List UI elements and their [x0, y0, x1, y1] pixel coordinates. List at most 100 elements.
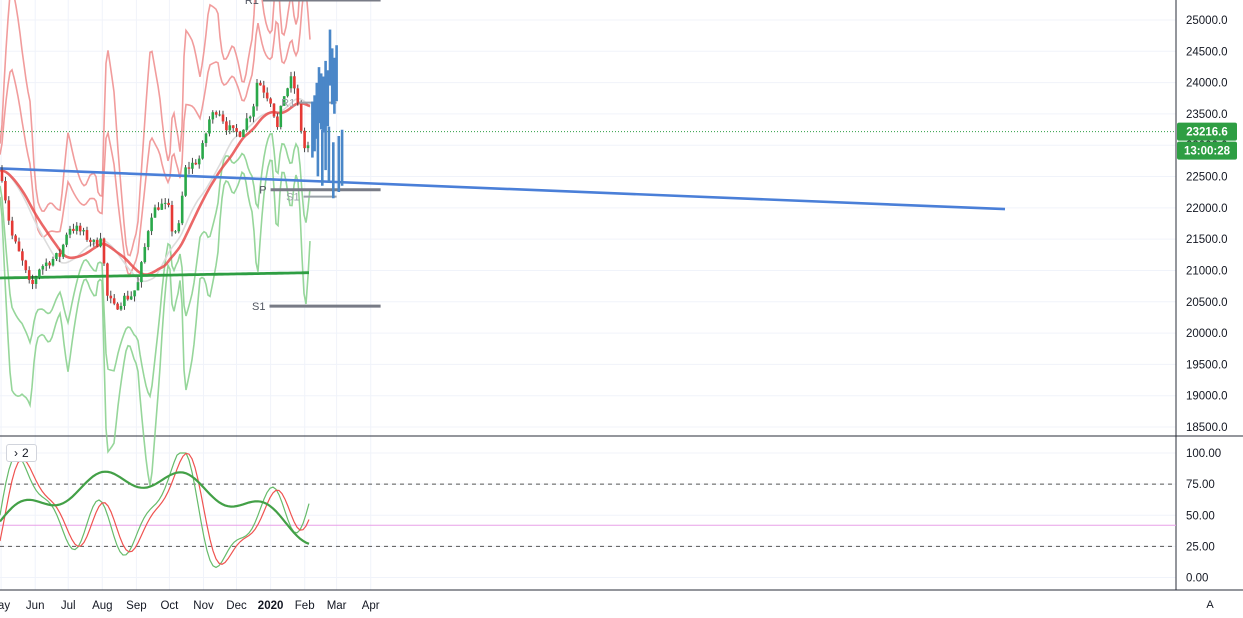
candle-body: [24, 260, 28, 271]
last-price-badge: [1177, 122, 1237, 141]
time-tick-label: 2020: [258, 600, 284, 612]
price-tick-label: 22500.0: [1186, 172, 1228, 184]
lower-band-outer: [0, 159, 311, 486]
candle-body: [109, 295, 113, 299]
candle-body: [221, 114, 225, 122]
oscillator-d-line: [0, 452, 310, 565]
pivot-label-p: P: [259, 185, 266, 197]
candle-body: [248, 116, 252, 119]
auto-scale-button[interactable]: A: [1206, 599, 1214, 611]
lower-band-inner: [0, 132, 311, 399]
price-tick-label: 19000.0: [1186, 391, 1228, 403]
price-tick-label: 19500.0: [1186, 359, 1228, 371]
candle-body: [119, 305, 123, 310]
price-axis: 25000.024500.024000.023500.023000.022500…: [1186, 15, 1228, 585]
candle-body: [133, 290, 136, 297]
price-tick-label: 21500.0: [1186, 234, 1228, 246]
candle-body: [214, 112, 218, 115]
indicator-pane-toggle-button[interactable]: › 2: [6, 444, 37, 462]
pivot-label-s1: S1: [252, 301, 265, 313]
candle-body: [303, 130, 306, 149]
candle-body: [211, 112, 215, 120]
candle-body: [150, 217, 153, 232]
candle-body: [167, 202, 170, 206]
candle-body: [89, 239, 92, 243]
price-tick-label: 20500.0: [1186, 297, 1228, 309]
candle-body: [65, 234, 68, 245]
candle-body: [259, 82, 262, 86]
candle-body: [95, 239, 99, 247]
pivot-label-r1: R1: [245, 0, 259, 7]
candle-body: [272, 103, 276, 117]
moving-average-green: [0, 271, 309, 280]
candle-body: [82, 230, 85, 232]
pivot-label-r1: R1: [281, 98, 295, 110]
pivot-levels: R1 R1 P S1 S1: [245, 0, 381, 313]
candle-body: [153, 207, 157, 218]
candle-body: [27, 270, 31, 280]
candle-body: [218, 114, 221, 116]
countdown-value: 13:00:28: [1184, 146, 1231, 158]
candle-body: [184, 167, 187, 196]
candle-body: [75, 225, 79, 231]
price-tick-label: 21000.0: [1186, 265, 1228, 277]
candle-body: [17, 241, 21, 252]
candle-body: [129, 296, 133, 300]
candle-body: [123, 295, 126, 306]
price-badges: 23216.6 13:00:28: [1177, 122, 1237, 160]
time-tick-label: Sep: [126, 600, 146, 612]
projection-bars: [311, 29, 344, 199]
candle-body: [252, 106, 255, 117]
oscillator-slow-line: [0, 470, 310, 545]
candle-body: [289, 76, 293, 89]
candle-body: [180, 195, 184, 224]
candle-body: [61, 244, 65, 257]
oscillator-tick-label: 50.00: [1186, 510, 1215, 522]
time-tick-label: Dec: [226, 600, 247, 612]
time-tick-label: Aug: [92, 600, 112, 612]
candle-body: [194, 162, 198, 165]
candle-body: [58, 253, 62, 257]
candle-body: [269, 98, 272, 104]
candle-body: [204, 133, 208, 144]
candle-body: [126, 295, 130, 300]
candle-body: [116, 303, 119, 310]
price-tick-label: 25000.0: [1186, 15, 1228, 27]
candle-body: [245, 118, 249, 130]
candle-body: [293, 76, 296, 89]
upper-band-inner: [0, 0, 311, 276]
candle-body: [106, 263, 109, 296]
candle-body: [197, 158, 201, 165]
candle-body: [262, 85, 266, 93]
candle-body: [34, 277, 38, 284]
pane-count-label: 2: [22, 446, 29, 460]
last-price-value: 23216.6: [1186, 127, 1228, 139]
indicator-bands: [0, 0, 1176, 486]
candle-body: [4, 180, 7, 201]
candle-body: [21, 251, 24, 261]
candle-body: [143, 247, 147, 263]
candle-body: [235, 128, 238, 132]
oscillator-k-line: [0, 452, 310, 569]
candle-body: [286, 88, 289, 97]
oscillator-tick-label: 0.00: [1186, 573, 1208, 585]
time-axis: ay Jun Jul Aug Sep Oct Nov Dec 2020 Feb Mar Apr: [0, 600, 380, 612]
price-tick-label: 20000.0: [1186, 328, 1228, 340]
time-tick-label: Apr: [362, 600, 380, 612]
candle-body: [14, 235, 17, 242]
candle-body: [187, 167, 191, 169]
oscillator-pane: [0, 452, 1176, 569]
oscillator-tick-label: 25.00: [1186, 541, 1215, 553]
candle-body: [31, 279, 34, 284]
candle-body: [72, 228, 75, 231]
time-tick-label: Jun: [26, 600, 45, 612]
candle-body: [157, 207, 160, 210]
time-tick-label: Nov: [193, 600, 214, 612]
candle-body: [48, 262, 51, 266]
candle-body: [265, 92, 269, 99]
candle-body: [78, 225, 82, 232]
candle-body: [68, 228, 72, 235]
upper-band-outer: [0, 0, 300, 257]
candle-body: [102, 238, 106, 264]
